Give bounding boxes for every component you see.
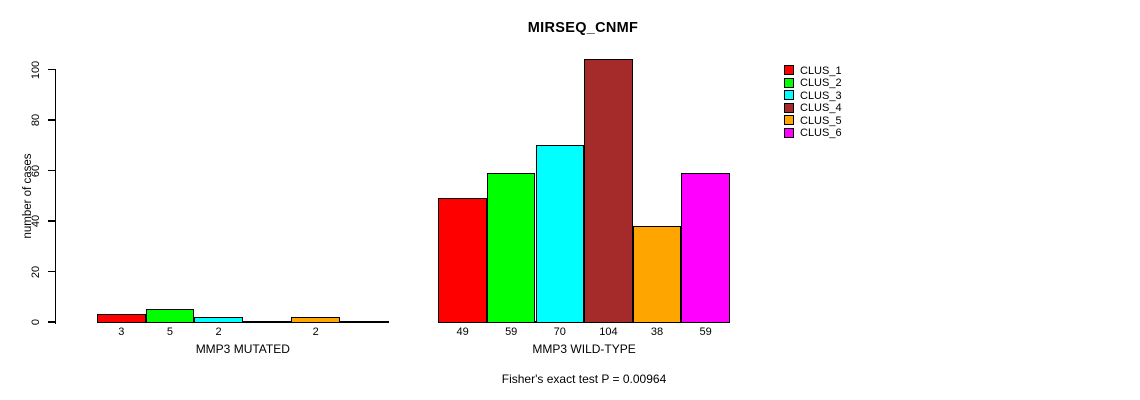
- fisher-test-annotation: Fisher's exact test P = 0.00964: [501, 372, 667, 386]
- y-axis-tick: [48, 321, 56, 323]
- y-axis-tick: [48, 68, 56, 71]
- bar-clus-3: [194, 316, 243, 323]
- bar-clus-2: [145, 309, 195, 323]
- y-axis-tick-label: 20: [30, 265, 42, 278]
- legend-swatch-clus-1: [784, 65, 794, 75]
- y-axis-tick: [48, 270, 56, 273]
- legend-label: CLUS_1: [800, 64, 842, 77]
- bar-value-label: 2: [215, 326, 222, 338]
- y-axis-tick-label: 0: [30, 318, 42, 326]
- legend-swatch-clus-3: [784, 90, 794, 100]
- x-axis-baseline: [97, 321, 389, 323]
- legend-swatch-clus-2: [784, 77, 794, 88]
- legend-label: CLUS_3: [800, 89, 842, 102]
- bar-clus-1: [97, 314, 146, 323]
- y-axis-tick: [48, 169, 56, 172]
- bar-clus-5: [632, 226, 682, 323]
- bar-value-label: 38: [650, 326, 664, 338]
- legend-label: CLUS_2: [800, 77, 842, 89]
- legend-swatch-clus-5: [784, 115, 794, 125]
- bar-value-label: 3: [118, 326, 125, 338]
- chart-title: MIRSEQ_CNMF: [527, 20, 639, 36]
- legend-label: CLUS_5: [800, 114, 842, 127]
- bar-clus-1: [438, 198, 487, 323]
- bar-value-label: 70: [553, 326, 566, 338]
- bar-clus-4: [584, 59, 633, 323]
- bar-value-label: 2: [312, 326, 319, 338]
- group-label: MMP3 WILD-TYPE: [532, 342, 636, 356]
- bar-clus-2: [486, 173, 536, 323]
- legend-swatch-clus-6: [784, 127, 794, 138]
- bar-value-label: 104: [599, 326, 618, 338]
- legend-label: CLUS_4: [800, 102, 842, 114]
- bar-clus-3: [535, 145, 585, 323]
- y-axis-tick-label: 100: [30, 60, 42, 79]
- bar-value-label: 59: [505, 326, 518, 338]
- y-axis-line: [54, 69, 56, 324]
- legend-label: CLUS_6: [800, 127, 842, 139]
- legend-swatch-clus-4: [784, 102, 794, 113]
- y-axis-tick: [48, 119, 56, 121]
- y-axis-tick: [48, 220, 56, 222]
- bar-value-label: 59: [699, 326, 712, 338]
- bar-value-label: 49: [456, 326, 469, 338]
- y-axis-tick-label: 60: [30, 164, 42, 177]
- y-axis-tick-label: 40: [30, 214, 42, 228]
- bar-clus-5: [291, 316, 340, 323]
- bar-clus-6: [681, 173, 730, 323]
- group-label: MMP3 MUTATED: [195, 342, 290, 356]
- y-axis-tick-label: 80: [30, 113, 42, 127]
- bar-value-label: 5: [166, 326, 173, 338]
